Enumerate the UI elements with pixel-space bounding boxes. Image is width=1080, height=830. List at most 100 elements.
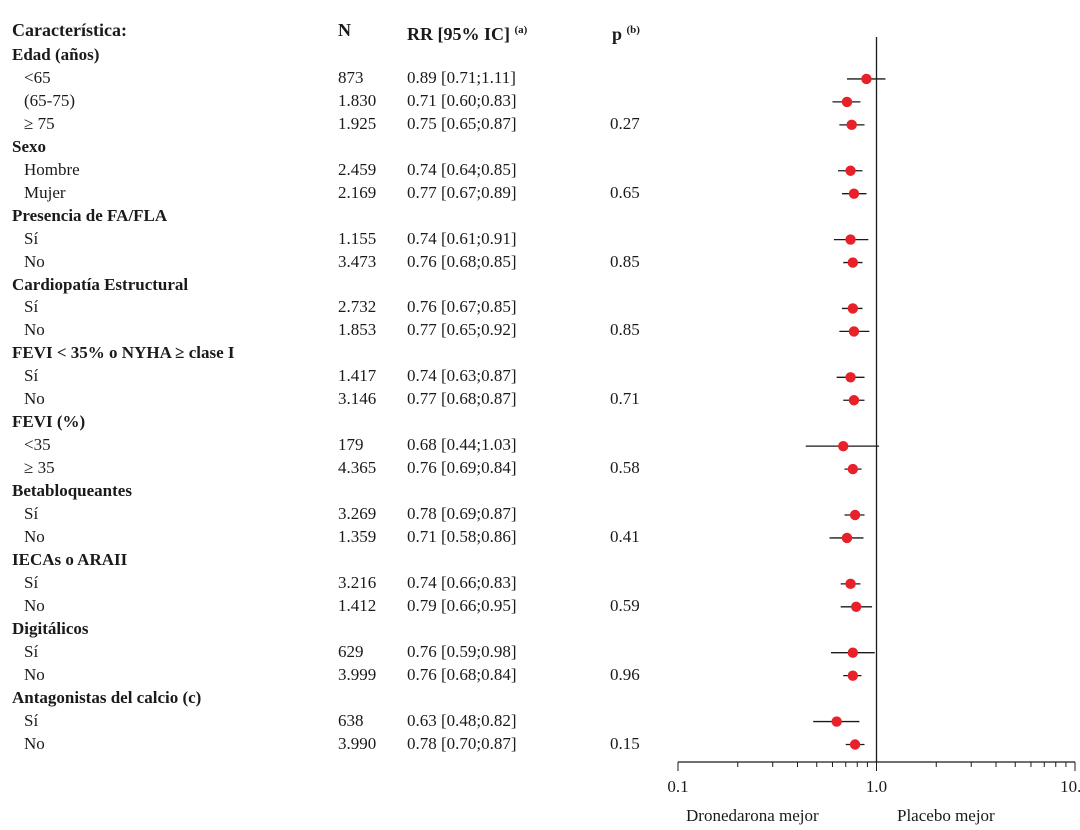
rr-point: [847, 647, 859, 658]
row-n: 1.417: [338, 366, 377, 386]
row-p-value: 0.71: [610, 389, 640, 409]
rr-point: [848, 395, 860, 406]
row-n: 2.459: [338, 159, 377, 179]
group-header: Sexo: [12, 136, 46, 156]
rr-point: [849, 739, 861, 750]
row-p-value: 0.96: [610, 664, 640, 684]
row-rr-ci: 0.89 [0.71;1.11]: [407, 67, 516, 87]
row-label: Sí: [24, 366, 39, 386]
row-label: (65-75): [24, 90, 75, 110]
row-label: Sí: [24, 710, 39, 730]
row-label: No: [24, 320, 45, 340]
row-n: 1.155: [338, 228, 377, 248]
rr-point: [845, 578, 856, 590]
row-label: No: [24, 595, 45, 615]
header-p-label: p: [612, 24, 623, 44]
row-label: <65: [24, 67, 51, 87]
rr-point: [841, 532, 853, 544]
rr-point: [847, 670, 859, 681]
header-characteristic: Característica:: [12, 20, 127, 40]
row-n: 3.269: [338, 504, 377, 523]
rr-point: [846, 119, 857, 131]
group-header: Digitálicos: [12, 618, 89, 638]
header-rr: RR [95% IC] (a): [407, 20, 527, 44]
rr-point: [861, 73, 872, 85]
row-n: 3.146: [338, 389, 377, 409]
x-tick-label: 1.0: [866, 777, 887, 796]
row-n: 629: [338, 641, 364, 661]
group-header: IECAs o ARAII: [12, 549, 128, 569]
row-p-value: 0.85: [610, 251, 640, 271]
row-rr-ci: 0.76 [0.68;0.84]: [407, 664, 517, 684]
row-rr-ci: 0.74 [0.61;0.91]: [407, 228, 517, 248]
row-rr-ci: 0.77 [0.65;0.92]: [407, 320, 517, 340]
row-rr-ci: 0.74 [0.63;0.87]: [407, 366, 517, 386]
row-n: 873: [338, 67, 364, 87]
left-favor-label: Dronedarona mejor: [686, 806, 819, 825]
row-label: ≥ 75: [24, 113, 55, 133]
rr-point: [841, 96, 853, 108]
row-rr-ci: 0.74 [0.64;0.85]: [407, 159, 517, 179]
row-n: 179: [338, 435, 364, 455]
row-label: Sí: [24, 641, 39, 661]
row-rr-ci: 0.76 [0.68;0.85]: [407, 251, 517, 271]
row-rr-ci: 0.71 [0.60;0.83]: [407, 90, 517, 110]
row-label: Mujer: [24, 182, 66, 202]
rr-point: [838, 440, 849, 452]
rr-point: [850, 601, 862, 612]
row-n: 1.412: [338, 595, 377, 615]
group-header: FEVI (%): [12, 412, 86, 432]
row-label: Sí: [24, 228, 39, 248]
group-header: Presencia de FA/FLA: [12, 205, 168, 225]
row-rr-ci: 0.79 [0.66;0.95]: [407, 595, 517, 615]
rr-point: [848, 326, 860, 337]
row-rr-ci: 0.78 [0.70;0.87]: [407, 733, 517, 753]
group-header: Cardiopatía Estructural: [12, 274, 189, 294]
row-p-value: 0.15: [610, 733, 640, 753]
rr-point: [847, 303, 859, 314]
rr-point: [847, 463, 859, 475]
row-p-value: 0.85: [610, 320, 640, 340]
header-p-superscript: (b): [626, 24, 640, 36]
x-tick-label: 0.1: [667, 777, 688, 796]
header-rr-label: RR [95% IC]: [407, 24, 510, 44]
group-header: Edad (años): [12, 45, 100, 64]
row-n: 638: [338, 710, 364, 730]
row-label: Sí: [24, 297, 39, 317]
rr-point: [849, 509, 861, 521]
row-rr-ci: 0.71 [0.58;0.86]: [407, 526, 517, 546]
row-rr-ci: 0.74 [0.66;0.83]: [407, 572, 517, 592]
row-n: 4.365: [338, 458, 377, 478]
row-label: No: [24, 251, 45, 271]
row-n: 3.216: [338, 572, 377, 592]
group-header: Betabloqueantes: [12, 481, 132, 501]
row-n: 1.830: [338, 90, 377, 110]
row-rr-ci: 0.76 [0.67;0.85]: [407, 297, 517, 317]
row-label: No: [24, 733, 45, 753]
row-n: 3.473: [338, 251, 377, 271]
row-label: No: [24, 526, 45, 546]
row-label: ≥ 35: [24, 458, 55, 478]
row-n: 2.169: [338, 182, 377, 202]
row-rr-ci: 0.63 [0.48;0.82]: [407, 710, 517, 730]
header-n: N: [338, 20, 351, 40]
rr-point: [848, 188, 860, 199]
group-header: FEVI < 35% o NYHA ≥ clase I: [12, 343, 235, 363]
row-p-value: 0.41: [610, 526, 640, 546]
row-rr-ci: 0.77 [0.68;0.87]: [407, 389, 517, 409]
header-p: p (b): [612, 20, 640, 44]
rr-point: [845, 372, 856, 383]
row-n: 2.732: [338, 297, 377, 317]
row-label: No: [24, 389, 45, 409]
row-label: Sí: [24, 572, 39, 592]
row-rr-ci: 0.76 [0.59;0.98]: [407, 641, 517, 661]
rr-point: [831, 716, 842, 727]
row-rr-ci: 0.75 [0.65;0.87]: [407, 113, 517, 133]
rr-point: [845, 234, 856, 245]
x-tick-label: 10.0: [1060, 777, 1080, 796]
row-label: Hombre: [24, 159, 80, 179]
row-p-value: 0.27: [610, 113, 640, 133]
row-p-value: 0.58: [610, 458, 640, 478]
